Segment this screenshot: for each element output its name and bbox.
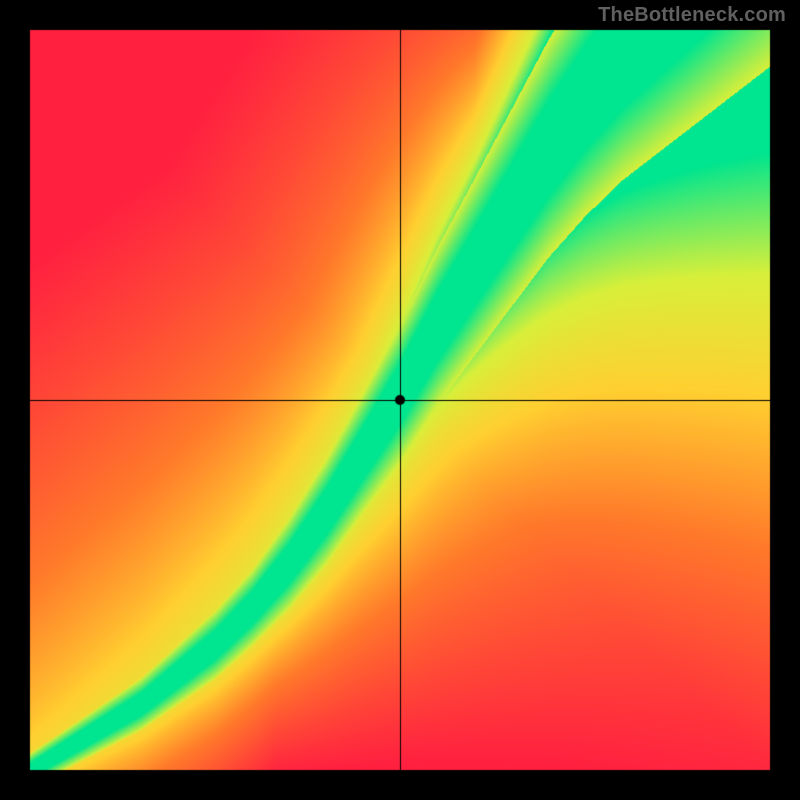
heatmap-canvas xyxy=(0,0,800,800)
watermark-text: TheBottleneck.com xyxy=(598,4,786,27)
chart-container: TheBottleneck.com xyxy=(0,0,800,800)
